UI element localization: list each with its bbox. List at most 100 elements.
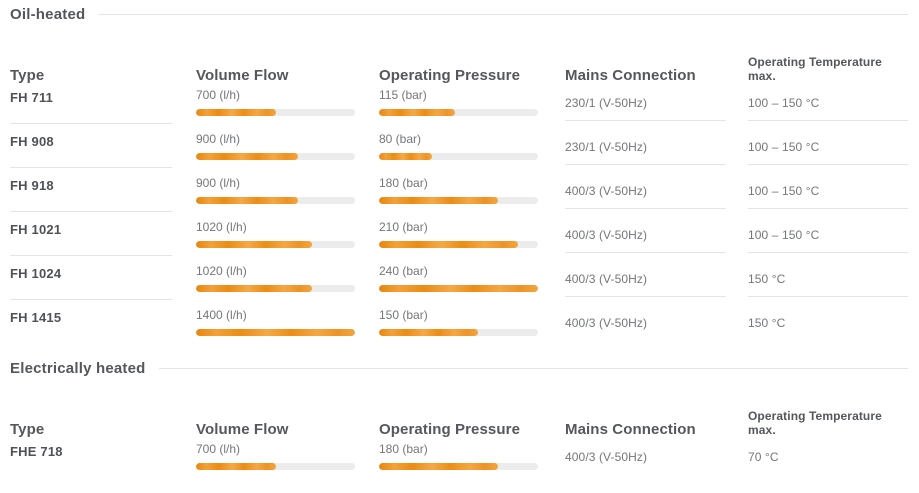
operating-pressure-cell: 210 (bar) — [379, 216, 565, 260]
type-label: FH 1021 — [10, 222, 62, 237]
operating-pressure-cell: 80 (bar) — [379, 128, 565, 172]
volume-flow-value: 1020 (l/h) — [196, 220, 247, 234]
mains-connection-value: 400/3 (V-50Hz) — [565, 316, 648, 330]
operating-pressure-bar-track — [379, 285, 538, 292]
volume-flow-cell: 1020 (l/h) — [196, 216, 379, 260]
volume-flow-value: 900 (l/h) — [196, 132, 241, 146]
mains-connection-value: 400/3 (V-50Hz) — [565, 172, 748, 216]
column-header-mains-connection: Mains Connection — [565, 67, 696, 84]
table-row: FH 918 900 (l/h) 180 (bar) 400/3 (V-50Hz… — [10, 172, 908, 216]
operating-pressure-bar-fill — [379, 329, 479, 336]
operating-pressure-value: 150 (bar) — [379, 308, 428, 322]
table-rows: FH 711 700 (l/h) 115 (bar) 230/1 (V-50Hz… — [10, 84, 908, 348]
product-section: Oil-heated Type Volume Flow Operating Pr… — [10, 4, 908, 348]
operating-pressure-bar-fill — [379, 109, 456, 116]
column-header-volume-flow: Volume Flow — [196, 421, 289, 438]
operating-pressure-bar-fill — [379, 241, 519, 248]
volume-flow-bar-track — [196, 197, 355, 204]
operating-temperature-value: 100 – 150 °C — [748, 128, 908, 172]
column-header-operating-pressure: Operating Pressure — [379, 67, 521, 84]
type-cell: FH 711 — [10, 84, 196, 128]
operating-pressure-value: 210 (bar) — [379, 220, 428, 234]
volume-flow-cell: 700 (l/h) — [196, 438, 379, 482]
type-cell: FH 1024 — [10, 260, 196, 304]
product-section: Electrically heated Type Volume Flow Ope… — [10, 358, 908, 482]
mains-connection-value: 230/1 (V-50Hz) — [565, 84, 748, 128]
type-label: FH 918 — [10, 178, 54, 193]
operating-temperature-value: 100 – 150 °C — [748, 172, 908, 216]
operating-temperature-value: 100 – 150 °C — [748, 216, 908, 260]
column-header-type: Type — [10, 67, 45, 84]
volume-flow-bar-track — [196, 285, 355, 292]
volume-flow-cell: 900 (l/h) — [196, 172, 379, 216]
operating-pressure-cell: 115 (bar) — [379, 84, 565, 128]
type-label: FH 711 — [10, 90, 54, 105]
operating-temperature-value: 70 °C — [748, 450, 779, 464]
volume-flow-bar-fill — [196, 197, 299, 204]
volume-flow-cell: 1400 (l/h) — [196, 304, 379, 348]
type-cell: FH 1415 — [10, 304, 196, 348]
type-label: FH 1415 — [10, 310, 62, 325]
table-header-row: Type Volume Flow Operating Pressure Main… — [10, 55, 908, 84]
volume-flow-value: 1400 (l/h) — [196, 308, 247, 322]
volume-flow-value: 700 (l/h) — [196, 442, 241, 456]
column-header-mains-connection: Mains Connection — [565, 421, 696, 438]
column-header-operating-temperature: Operating Temperature max. — [748, 55, 882, 83]
table-row: FHE 718 700 (l/h) 180 (bar) 400/3 (V-50H… — [10, 438, 908, 482]
operating-pressure-value: 80 (bar) — [379, 132, 422, 146]
operating-pressure-cell: 150 (bar) — [379, 304, 565, 348]
operating-pressure-value: 180 (bar) — [379, 176, 428, 190]
operating-pressure-value: 180 (bar) — [379, 442, 428, 456]
operating-pressure-bar-track — [379, 329, 538, 336]
table-row: FH 1415 1400 (l/h) 150 (bar) 400/3 (V-50… — [10, 304, 908, 348]
table-row: FH 908 900 (l/h) 80 (bar) 230/1 (V-50Hz)… — [10, 128, 908, 172]
volume-flow-bar-fill — [196, 109, 276, 116]
column-header-operating-pressure: Operating Pressure — [379, 421, 521, 438]
section-title: Oil-heated — [10, 5, 86, 23]
type-cell: FH 918 — [10, 172, 196, 216]
volume-flow-value: 900 (l/h) — [196, 176, 241, 190]
operating-pressure-cell: 180 (bar) — [379, 172, 565, 216]
table-rows: FHE 718 700 (l/h) 180 (bar) 400/3 (V-50H… — [10, 438, 908, 482]
operating-temperature-value: 100 – 150 °C — [748, 84, 908, 128]
volume-flow-bar-fill — [196, 153, 299, 160]
type-cell: FH 1021 — [10, 216, 196, 260]
volume-flow-cell: 1020 (l/h) — [196, 260, 379, 304]
volume-flow-bar-fill — [196, 241, 312, 248]
section-title-row: Electrically heated — [10, 358, 908, 378]
column-header-operating-temperature: Operating Temperature max. — [748, 409, 882, 437]
operating-pressure-bar-track — [379, 109, 538, 116]
operating-temperature-value: 150 °C — [748, 260, 908, 304]
volume-flow-bar-track — [196, 463, 355, 470]
product-comparison-page: Oil-heated Type Volume Flow Operating Pr… — [10, 4, 908, 482]
volume-flow-value: 1020 (l/h) — [196, 264, 247, 278]
operating-pressure-cell: 240 (bar) — [379, 260, 565, 304]
volume-flow-bar-track — [196, 153, 355, 160]
volume-flow-cell: 700 (l/h) — [196, 84, 379, 128]
mains-connection-value: 400/3 (V-50Hz) — [565, 450, 648, 464]
mains-connection-value: 230/1 (V-50Hz) — [565, 128, 748, 172]
type-label: FHE 718 — [10, 444, 63, 459]
volume-flow-cell: 900 (l/h) — [196, 128, 379, 172]
volume-flow-bar-fill — [196, 463, 276, 470]
volume-flow-bar-track — [196, 241, 355, 248]
mains-connection-value: 400/3 (V-50Hz) — [565, 216, 748, 260]
operating-pressure-bar-track — [379, 153, 538, 160]
table-row: FH 711 700 (l/h) 115 (bar) 230/1 (V-50Hz… — [10, 84, 908, 128]
section-divider-line — [158, 367, 908, 369]
operating-pressure-bar-fill — [379, 285, 538, 292]
table-row: FH 1021 1020 (l/h) 210 (bar) 400/3 (V-50… — [10, 216, 908, 260]
type-label: FH 908 — [10, 134, 54, 149]
mains-connection-value: 400/3 (V-50Hz) — [565, 260, 748, 304]
operating-pressure-cell: 180 (bar) — [379, 438, 565, 482]
table-header-row: Type Volume Flow Operating Pressure Main… — [10, 409, 908, 438]
operating-pressure-bar-fill — [379, 197, 499, 204]
section-title-row: Oil-heated — [10, 4, 908, 24]
operating-pressure-bar-fill — [379, 153, 432, 160]
type-cell: FHE 718 — [10, 438, 196, 482]
table-row: FH 1024 1020 (l/h) 240 (bar) 400/3 (V-50… — [10, 260, 908, 304]
column-header-type: Type — [10, 421, 45, 438]
operating-pressure-bar-fill — [379, 463, 499, 470]
volume-flow-value: 700 (l/h) — [196, 88, 241, 102]
type-cell: FH 908 — [10, 128, 196, 172]
